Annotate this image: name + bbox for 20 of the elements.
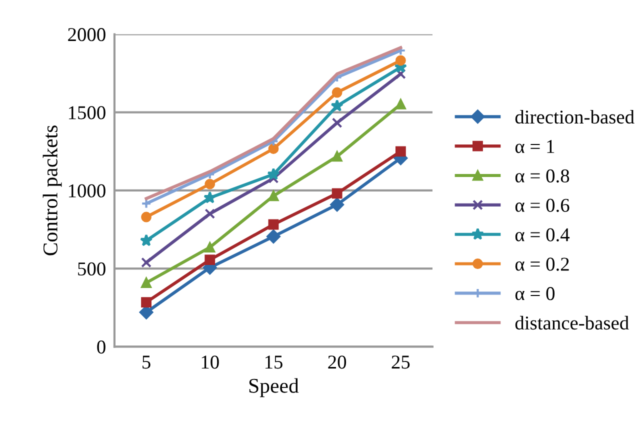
x-tick-label: 5 [142, 356, 150, 369]
x-tick-label: 25 [392, 356, 410, 369]
y-tick-label: 1000 [68, 184, 106, 198]
legend-label: α = 1 [515, 140, 554, 154]
y-tick-label: 0 [97, 340, 106, 354]
legend-label: distance-based [515, 316, 629, 330]
y-axis-title: Control packets [42, 126, 62, 256]
legend-label: direction-based [515, 110, 634, 124]
legend-label: α = 0.6 [515, 198, 570, 212]
legend-label: α = 0.2 [515, 258, 569, 271]
y-tick-label: 2000 [68, 28, 106, 42]
legend-label: α = 0.8 [515, 169, 570, 183]
x-tick-label: 15 [265, 356, 282, 369]
x-tick-label: 10 [202, 356, 219, 369]
legend-label: α = 0.4 [515, 228, 570, 242]
y-tick-label: 500 [78, 262, 106, 276]
x-axis-title: Speed [249, 378, 299, 398]
x-tick-label: 20 [328, 356, 346, 369]
y-tick-label: 1500 [68, 106, 106, 120]
legend-label: α = 0 [515, 287, 555, 300]
